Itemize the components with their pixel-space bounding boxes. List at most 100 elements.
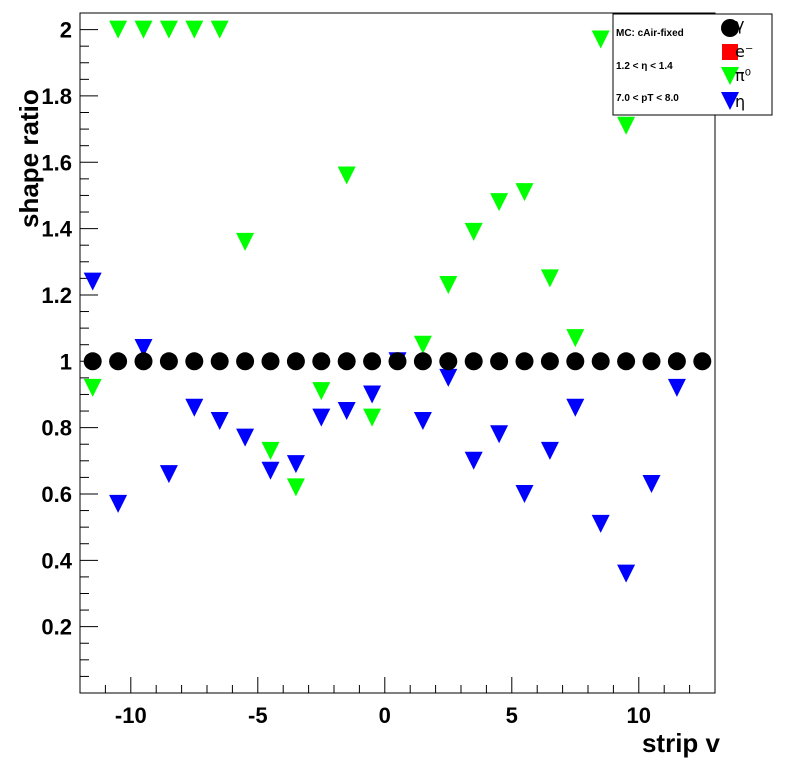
data-point bbox=[286, 478, 305, 497]
plot-frame bbox=[79, 12, 716, 694]
data-point bbox=[413, 412, 432, 430]
data-point bbox=[464, 222, 483, 241]
legend-info-pt-range: 7.0 < pT < 8.0 bbox=[616, 93, 679, 104]
x-axis-title: strip v bbox=[642, 728, 721, 758]
x-tick-label: 0 bbox=[379, 703, 391, 728]
y-tick-label: 0.2 bbox=[41, 615, 72, 640]
data-point bbox=[617, 564, 636, 583]
data-point bbox=[210, 412, 229, 430]
data-point bbox=[185, 398, 204, 417]
data-point bbox=[388, 352, 407, 371]
y-tick-label: 1.8 bbox=[41, 84, 72, 109]
data-point bbox=[490, 352, 509, 371]
data-point bbox=[591, 352, 610, 371]
data-point bbox=[312, 352, 331, 371]
data-point bbox=[642, 475, 661, 494]
data-point bbox=[490, 425, 509, 444]
data-point bbox=[159, 20, 178, 39]
legend-label-gamma: γ bbox=[735, 15, 744, 34]
data-point bbox=[134, 20, 153, 39]
data-point bbox=[693, 352, 712, 371]
data-point bbox=[566, 352, 585, 371]
y-tick-label: 0.8 bbox=[41, 416, 72, 441]
legend-label-pi0: π⁰ bbox=[735, 66, 751, 85]
data-point bbox=[566, 398, 585, 417]
legend: MC: cAir-fixed 1.2 < η < 1.4 7.0 < pT < … bbox=[612, 13, 773, 116]
legend-info-eta-range: 1.2 < η < 1.4 bbox=[616, 61, 673, 72]
data-point bbox=[83, 378, 102, 397]
legend-info-mc: MC: cAir-fixed bbox=[616, 28, 684, 39]
data-point bbox=[363, 352, 382, 371]
legend-marker-1 bbox=[722, 44, 738, 60]
data-point bbox=[439, 352, 458, 371]
data-point bbox=[236, 352, 255, 371]
data-point bbox=[490, 193, 509, 212]
data-point bbox=[286, 352, 305, 371]
data-point bbox=[210, 352, 229, 371]
data-point bbox=[591, 30, 610, 49]
data-point bbox=[413, 352, 432, 371]
data-point bbox=[210, 20, 229, 39]
data-point bbox=[667, 352, 686, 371]
data-point bbox=[464, 451, 483, 470]
y-tick-label: 2 bbox=[60, 18, 72, 43]
y-tick-label: 1.4 bbox=[41, 217, 72, 242]
data-point bbox=[134, 352, 153, 371]
data-points bbox=[83, 20, 712, 583]
legend-marker-0 bbox=[721, 19, 739, 37]
y-tick-label: 0.6 bbox=[41, 482, 72, 507]
data-point bbox=[540, 352, 559, 371]
data-point bbox=[134, 339, 153, 358]
data-point bbox=[617, 116, 636, 135]
y-axis-title: shape ratio bbox=[14, 89, 44, 228]
data-point bbox=[591, 514, 610, 533]
data-point bbox=[337, 352, 356, 371]
data-point bbox=[286, 455, 305, 474]
legend-box bbox=[612, 13, 773, 116]
legend-label-electron: e⁻ bbox=[735, 42, 753, 61]
data-point bbox=[566, 329, 585, 348]
data-point bbox=[642, 352, 661, 371]
data-point bbox=[83, 272, 102, 291]
data-point bbox=[83, 352, 102, 371]
data-point bbox=[464, 352, 483, 371]
series-2 bbox=[83, 20, 636, 497]
legend-marker-3 bbox=[721, 92, 739, 110]
series-3 bbox=[83, 272, 686, 583]
data-point bbox=[159, 352, 178, 371]
legend-markers bbox=[721, 19, 739, 110]
data-point bbox=[109, 494, 128, 513]
data-point bbox=[617, 352, 636, 371]
data-point bbox=[540, 269, 559, 288]
legend-marker-2 bbox=[721, 67, 739, 85]
x-tick-label: -10 bbox=[115, 703, 147, 728]
data-point bbox=[515, 352, 534, 371]
x-tick-label: 5 bbox=[506, 703, 518, 728]
data-point bbox=[515, 484, 534, 503]
data-point bbox=[312, 382, 331, 401]
data-point bbox=[413, 335, 432, 354]
data-point bbox=[337, 166, 356, 185]
data-point bbox=[439, 368, 458, 387]
data-point bbox=[515, 183, 534, 202]
data-point bbox=[185, 352, 204, 371]
data-point bbox=[185, 20, 204, 39]
y-tick-label: 1 bbox=[60, 349, 72, 374]
data-point bbox=[236, 428, 255, 447]
data-point bbox=[439, 276, 458, 294]
data-point bbox=[363, 385, 382, 404]
axis-tick-labels: -10 -5 0 5 10 0.2 0.4 0.6 0.8 1 1.2 1.4 1.6 1.8 2 bbox=[41, 18, 651, 728]
data-point bbox=[261, 352, 280, 371]
y-tick-label: 0.4 bbox=[41, 548, 72, 573]
data-point bbox=[109, 20, 128, 39]
y-tick-label: 1.6 bbox=[41, 150, 72, 175]
x-tick-label: 10 bbox=[627, 703, 651, 728]
data-point bbox=[261, 441, 280, 460]
data-point bbox=[109, 352, 128, 371]
series-0 bbox=[83, 352, 712, 371]
data-point bbox=[261, 461, 280, 480]
data-point bbox=[236, 232, 255, 251]
data-point bbox=[159, 465, 178, 484]
data-point bbox=[667, 378, 686, 397]
x-tick-label: -5 bbox=[248, 703, 268, 728]
